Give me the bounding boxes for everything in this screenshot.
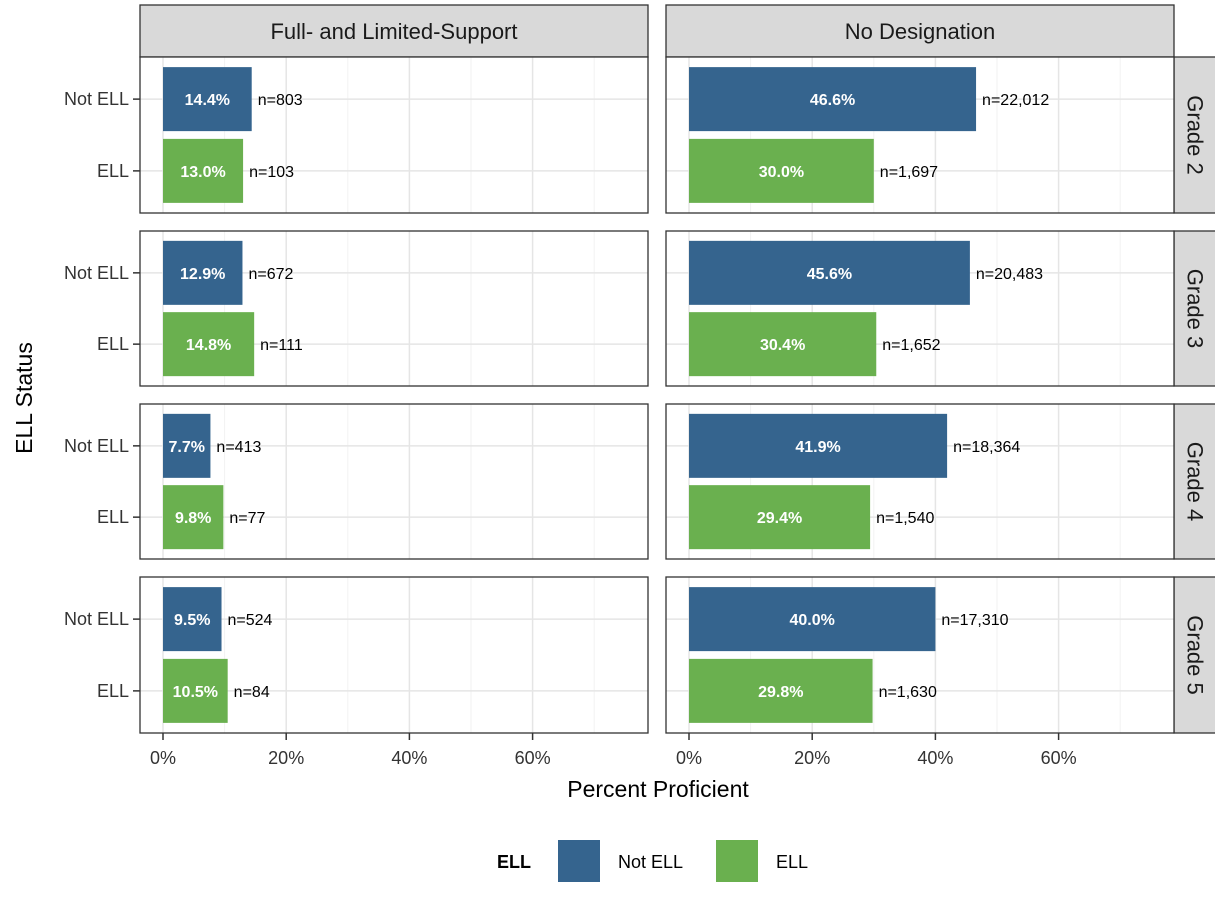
bar-value-label: 45.6%	[807, 266, 852, 283]
bar-value-label: 40.0%	[790, 612, 835, 629]
bar-value-label: 14.4%	[185, 92, 230, 109]
column-strip-label: No Designation	[845, 19, 995, 44]
bar-count-label: n=22,012	[982, 92, 1049, 109]
row-strip-label: Grade 5	[1183, 615, 1208, 695]
x-tick-label: 0%	[150, 748, 176, 768]
bar-count-label: n=17,310	[941, 612, 1008, 629]
y-tick-label: ELL	[97, 161, 129, 181]
x-tick-label: 20%	[794, 748, 830, 768]
legend-key	[558, 840, 600, 882]
x-tick-label: 60%	[1041, 748, 1077, 768]
bar-value-label: 13.0%	[180, 164, 225, 181]
bar	[163, 240, 243, 305]
bar	[163, 312, 255, 377]
bar	[163, 67, 252, 132]
bar	[689, 413, 948, 478]
row-strip	[1173, 56, 1215, 214]
bar	[689, 312, 877, 377]
x-tick-label: 40%	[391, 748, 427, 768]
y-axis-title: ELL Status	[11, 342, 37, 454]
row-strip-label: Grade 3	[1183, 269, 1208, 349]
bar-count-label: n=103	[249, 164, 294, 181]
panel-border	[665, 230, 1175, 387]
panel-border	[139, 576, 649, 734]
bar	[163, 587, 222, 652]
row-strip	[1173, 230, 1215, 387]
panel-border	[139, 403, 649, 560]
bar	[689, 658, 873, 723]
bar-value-label: 14.8%	[186, 337, 231, 354]
bar-value-label: 29.4%	[757, 510, 802, 527]
bar	[163, 413, 211, 478]
y-tick-label: ELL	[97, 681, 129, 701]
row-strip	[1173, 403, 1215, 560]
bar-count-label: n=111	[260, 337, 303, 354]
bar-value-label: 46.6%	[810, 92, 855, 109]
y-tick-label: Not ELL	[64, 609, 129, 629]
bar-count-label: n=803	[258, 92, 303, 109]
legend-title: ELL	[497, 852, 531, 872]
bar-count-label: n=18,364	[953, 439, 1020, 456]
bar-value-label: 30.0%	[759, 164, 804, 181]
legend-label: Not ELL	[618, 852, 683, 872]
legend-label: ELL	[776, 852, 808, 872]
row-strip	[1173, 576, 1215, 734]
bar-count-label: n=1,540	[876, 510, 934, 527]
bar-count-label: n=1,697	[880, 164, 938, 181]
legend: ELL Not ELL ELL	[497, 840, 808, 882]
bar	[689, 67, 977, 132]
bar-value-label: 41.9%	[795, 439, 840, 456]
column-strips: Full- and Limited-Support No Designation	[139, 4, 1175, 58]
panel-border	[665, 56, 1175, 214]
row-strip-label: Grade 4	[1183, 442, 1208, 522]
y-axis: Not ELL ELL Not ELL ELL Not ELL ELL Not ELL ELL	[64, 89, 140, 701]
bar-value-label: 12.9%	[180, 266, 225, 283]
panel-border	[665, 576, 1175, 734]
bar-count-label: n=1,630	[879, 684, 937, 701]
y-tick-label: Not ELL	[64, 436, 129, 456]
bar-value-label: 9.5%	[174, 612, 210, 629]
bar-value-label: 30.4%	[760, 337, 805, 354]
y-tick-label: ELL	[97, 334, 129, 354]
column-strip	[665, 4, 1175, 58]
x-axis: 0% 20% 40% 60% 0% 20% 40% 60%	[150, 733, 1077, 768]
bar-value-label: 7.7%	[168, 439, 204, 456]
bar	[163, 485, 224, 550]
bar-value-label: 9.8%	[175, 510, 211, 527]
chart-panels: 14.4% n=803 13.0% n=103 46.6% n=22,012 30.0% n=…	[139, 56, 1175, 734]
bar	[163, 138, 244, 203]
bar-count-label: n=672	[248, 266, 293, 283]
panel-border	[665, 403, 1175, 560]
legend-key	[716, 840, 758, 882]
x-tick-label: 40%	[917, 748, 953, 768]
panel-border	[139, 230, 649, 387]
row-strips: Grade 2 Grade 3 Grade 4 Grade 5	[1173, 56, 1215, 734]
bar-count-label: n=77	[229, 510, 265, 527]
bar	[689, 587, 936, 652]
x-tick-label: 20%	[268, 748, 304, 768]
y-tick-label: Not ELL	[64, 263, 129, 283]
bar-count-label: n=84	[234, 684, 270, 701]
bar-count-label: n=524	[228, 612, 273, 629]
bar	[689, 485, 871, 550]
bar	[163, 658, 228, 723]
panel-border	[139, 56, 649, 214]
bar-count-label: n=413	[216, 439, 261, 456]
y-tick-label: Not ELL	[64, 89, 129, 109]
column-strip	[139, 4, 649, 58]
column-strip-label: Full- and Limited-Support	[270, 19, 517, 44]
bar	[689, 240, 970, 305]
bar-count-label: n=1,652	[882, 337, 940, 354]
bar-value-label: 29.8%	[758, 684, 803, 701]
row-strip-label: Grade 2	[1183, 95, 1208, 175]
x-tick-label: 60%	[515, 748, 551, 768]
x-axis-title: Percent Proficient	[567, 776, 749, 802]
x-tick-label: 0%	[676, 748, 702, 768]
bar-count-label: n=20,483	[976, 266, 1043, 283]
bar	[689, 138, 874, 203]
bar-value-label: 10.5%	[173, 684, 218, 701]
y-tick-label: ELL	[97, 507, 129, 527]
